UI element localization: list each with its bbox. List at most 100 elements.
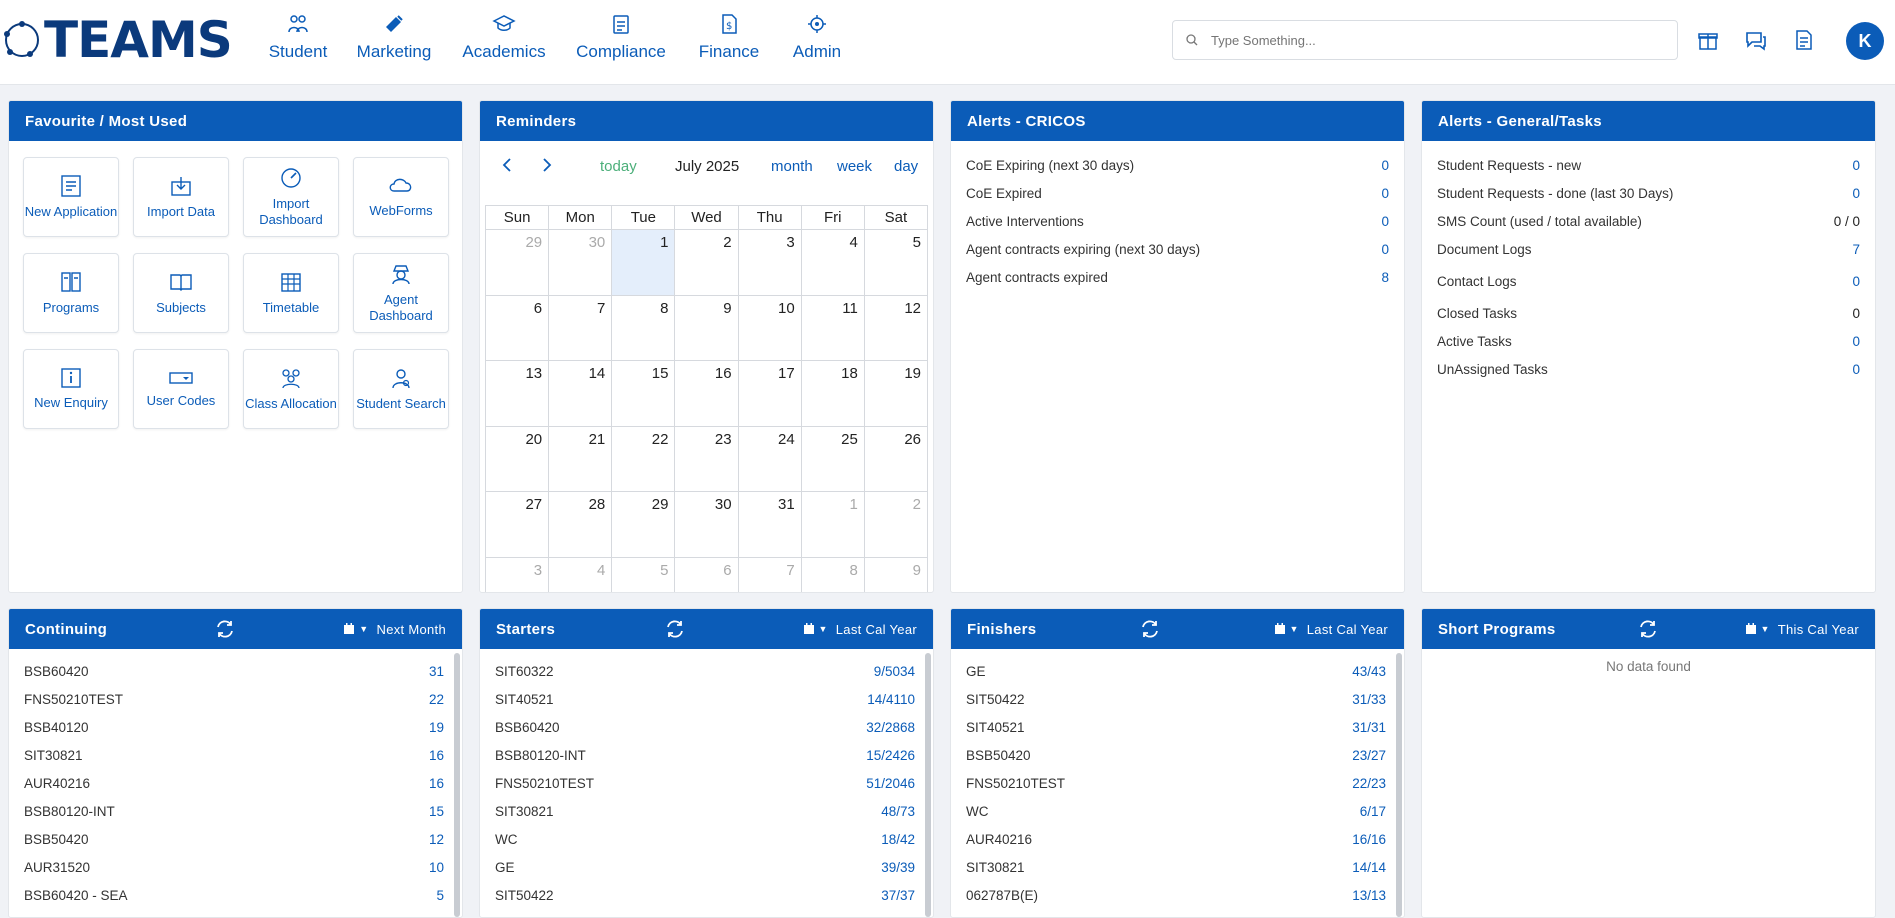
calendar-day[interactable]: 13: [484, 360, 550, 427]
calendar-day[interactable]: 8: [800, 556, 865, 592]
calendar-day[interactable]: 3: [737, 229, 802, 296]
scrollbar[interactable]: [925, 653, 931, 917]
chevron-right-icon[interactable]: [540, 157, 554, 173]
chat-icon[interactable]: [1744, 28, 1768, 52]
calendar-day[interactable]: 10: [737, 294, 802, 361]
calendar-day[interactable]: 8: [611, 294, 676, 361]
count-link[interactable]: 19: [428, 719, 444, 735]
calendar-day[interactable]: 5: [611, 556, 676, 592]
period-dropdown[interactable]: ▼ Last Cal Year: [803, 609, 917, 649]
nav-student[interactable]: Student: [262, 12, 334, 62]
fav-import-data[interactable]: Import Data: [133, 157, 229, 237]
count-link[interactable]: 6/17: [1359, 803, 1386, 819]
calendar-day[interactable]: 22: [611, 425, 676, 492]
calendar-day[interactable]: 21: [548, 425, 613, 492]
calendar-day[interactable]: 6: [484, 294, 550, 361]
user-avatar[interactable]: K: [1846, 22, 1884, 60]
count-link[interactable]: 31: [428, 663, 444, 679]
today-button[interactable]: today: [600, 158, 637, 175]
count-link[interactable]: 10: [428, 859, 444, 875]
nav-admin[interactable]: Admin: [782, 12, 852, 62]
count-link[interactable]: 15: [428, 803, 444, 819]
count-link[interactable]: 13/13: [1352, 887, 1386, 903]
refresh-icon[interactable]: [1637, 618, 1659, 640]
alert-count-link[interactable]: 0: [1852, 273, 1860, 289]
calendar-day[interactable]: 1: [800, 491, 865, 558]
fav-timetable[interactable]: Timetable: [243, 253, 339, 333]
count-link[interactable]: 37/37: [881, 887, 915, 903]
fav-new-application[interactable]: New Application: [23, 157, 119, 237]
count-link[interactable]: 12: [428, 831, 444, 847]
period-dropdown[interactable]: ▼ Next Month: [343, 609, 446, 649]
alert-count-link[interactable]: 0: [1381, 157, 1389, 173]
week-view-button[interactable]: week: [837, 158, 873, 175]
search-input[interactable]: [1211, 32, 1651, 48]
calendar-day[interactable]: 30: [674, 491, 739, 558]
calendar-day[interactable]: 18: [800, 360, 865, 427]
count-link[interactable]: 22/23: [1352, 775, 1386, 791]
calendar-day[interactable]: 9: [863, 556, 929, 592]
count-link[interactable]: 15/2426: [866, 747, 915, 763]
alert-count-link[interactable]: 0: [1381, 185, 1389, 201]
calendar-day[interactable]: 2: [674, 229, 739, 296]
fav-class-allocation[interactable]: Class Allocation: [243, 349, 339, 429]
alert-count-link[interactable]: 0: [1381, 241, 1389, 257]
calendar-day[interactable]: 2: [863, 491, 929, 558]
gift-icon[interactable]: [1696, 28, 1720, 52]
refresh-icon[interactable]: [1139, 618, 1161, 640]
count-link[interactable]: 14/14: [1352, 859, 1386, 875]
calendar-day[interactable]: 4: [800, 229, 865, 296]
calendar-day[interactable]: 27: [484, 491, 550, 558]
calendar-day[interactable]: 16: [674, 360, 739, 427]
document-icon[interactable]: [1792, 28, 1816, 52]
period-dropdown[interactable]: ▼ This Cal Year: [1745, 609, 1859, 649]
fav-new-enquiry[interactable]: New Enquiry: [23, 349, 119, 429]
chevron-left-icon[interactable]: [500, 157, 514, 173]
calendar-day[interactable]: 12: [863, 294, 929, 361]
refresh-icon[interactable]: [214, 618, 236, 640]
calendar-day[interactable]: 28: [548, 491, 613, 558]
calendar-day[interactable]: 4: [548, 556, 613, 592]
calendar-day-today[interactable]: 1: [611, 229, 676, 296]
fav-agent-dashboard[interactable]: Agent Dashboard: [353, 253, 449, 333]
calendar-day[interactable]: 29: [484, 229, 550, 296]
calendar-day[interactable]: 3: [484, 556, 550, 592]
period-dropdown[interactable]: ▼ Last Cal Year: [1274, 609, 1388, 649]
calendar-day[interactable]: 14: [548, 360, 613, 427]
count-link[interactable]: 5: [436, 887, 444, 903]
calendar-day[interactable]: 31: [737, 491, 802, 558]
fav-student-search[interactable]: Student Search: [353, 349, 449, 429]
refresh-icon[interactable]: [664, 618, 686, 640]
count-link[interactable]: 18/42: [881, 831, 915, 847]
nav-marketing[interactable]: Marketing: [346, 12, 442, 62]
count-link[interactable]: 31/33: [1352, 691, 1386, 707]
alert-count-link[interactable]: 0: [1852, 185, 1860, 201]
scrollbar[interactable]: [1396, 653, 1402, 917]
calendar-day[interactable]: 24: [737, 425, 802, 492]
nav-finance[interactable]: $ Finance: [688, 12, 770, 62]
alert-count-link[interactable]: 0: [1852, 157, 1860, 173]
calendar-day[interactable]: 19: [863, 360, 929, 427]
count-link[interactable]: 14/4110: [867, 691, 915, 707]
alert-count-link[interactable]: 7: [1852, 241, 1860, 257]
day-view-button[interactable]: day: [894, 158, 919, 175]
calendar-day[interactable]: 5: [863, 229, 929, 296]
fav-subjects[interactable]: Subjects: [133, 253, 229, 333]
alert-count-link[interactable]: 0: [1381, 213, 1389, 229]
calendar-day[interactable]: 20: [484, 425, 550, 492]
count-link[interactable]: 39/39: [881, 859, 915, 875]
count-link[interactable]: 9/5034: [873, 663, 915, 679]
calendar-day[interactable]: 11: [800, 294, 865, 361]
count-link[interactable]: 22: [428, 691, 444, 707]
scrollbar[interactable]: [454, 653, 460, 917]
count-link[interactable]: 16: [428, 747, 444, 763]
calendar-day[interactable]: 7: [548, 294, 613, 361]
count-link[interactable]: 32/2868: [866, 719, 915, 735]
calendar-day[interactable]: 25: [800, 425, 865, 492]
calendar-day[interactable]: 6: [674, 556, 739, 592]
alert-count-link[interactable]: 0: [1852, 361, 1860, 377]
calendar-day[interactable]: 29: [611, 491, 676, 558]
count-link[interactable]: 43/43: [1352, 663, 1386, 679]
fav-user-codes[interactable]: User Codes: [133, 349, 229, 429]
nav-academics[interactable]: Academics: [454, 12, 554, 62]
